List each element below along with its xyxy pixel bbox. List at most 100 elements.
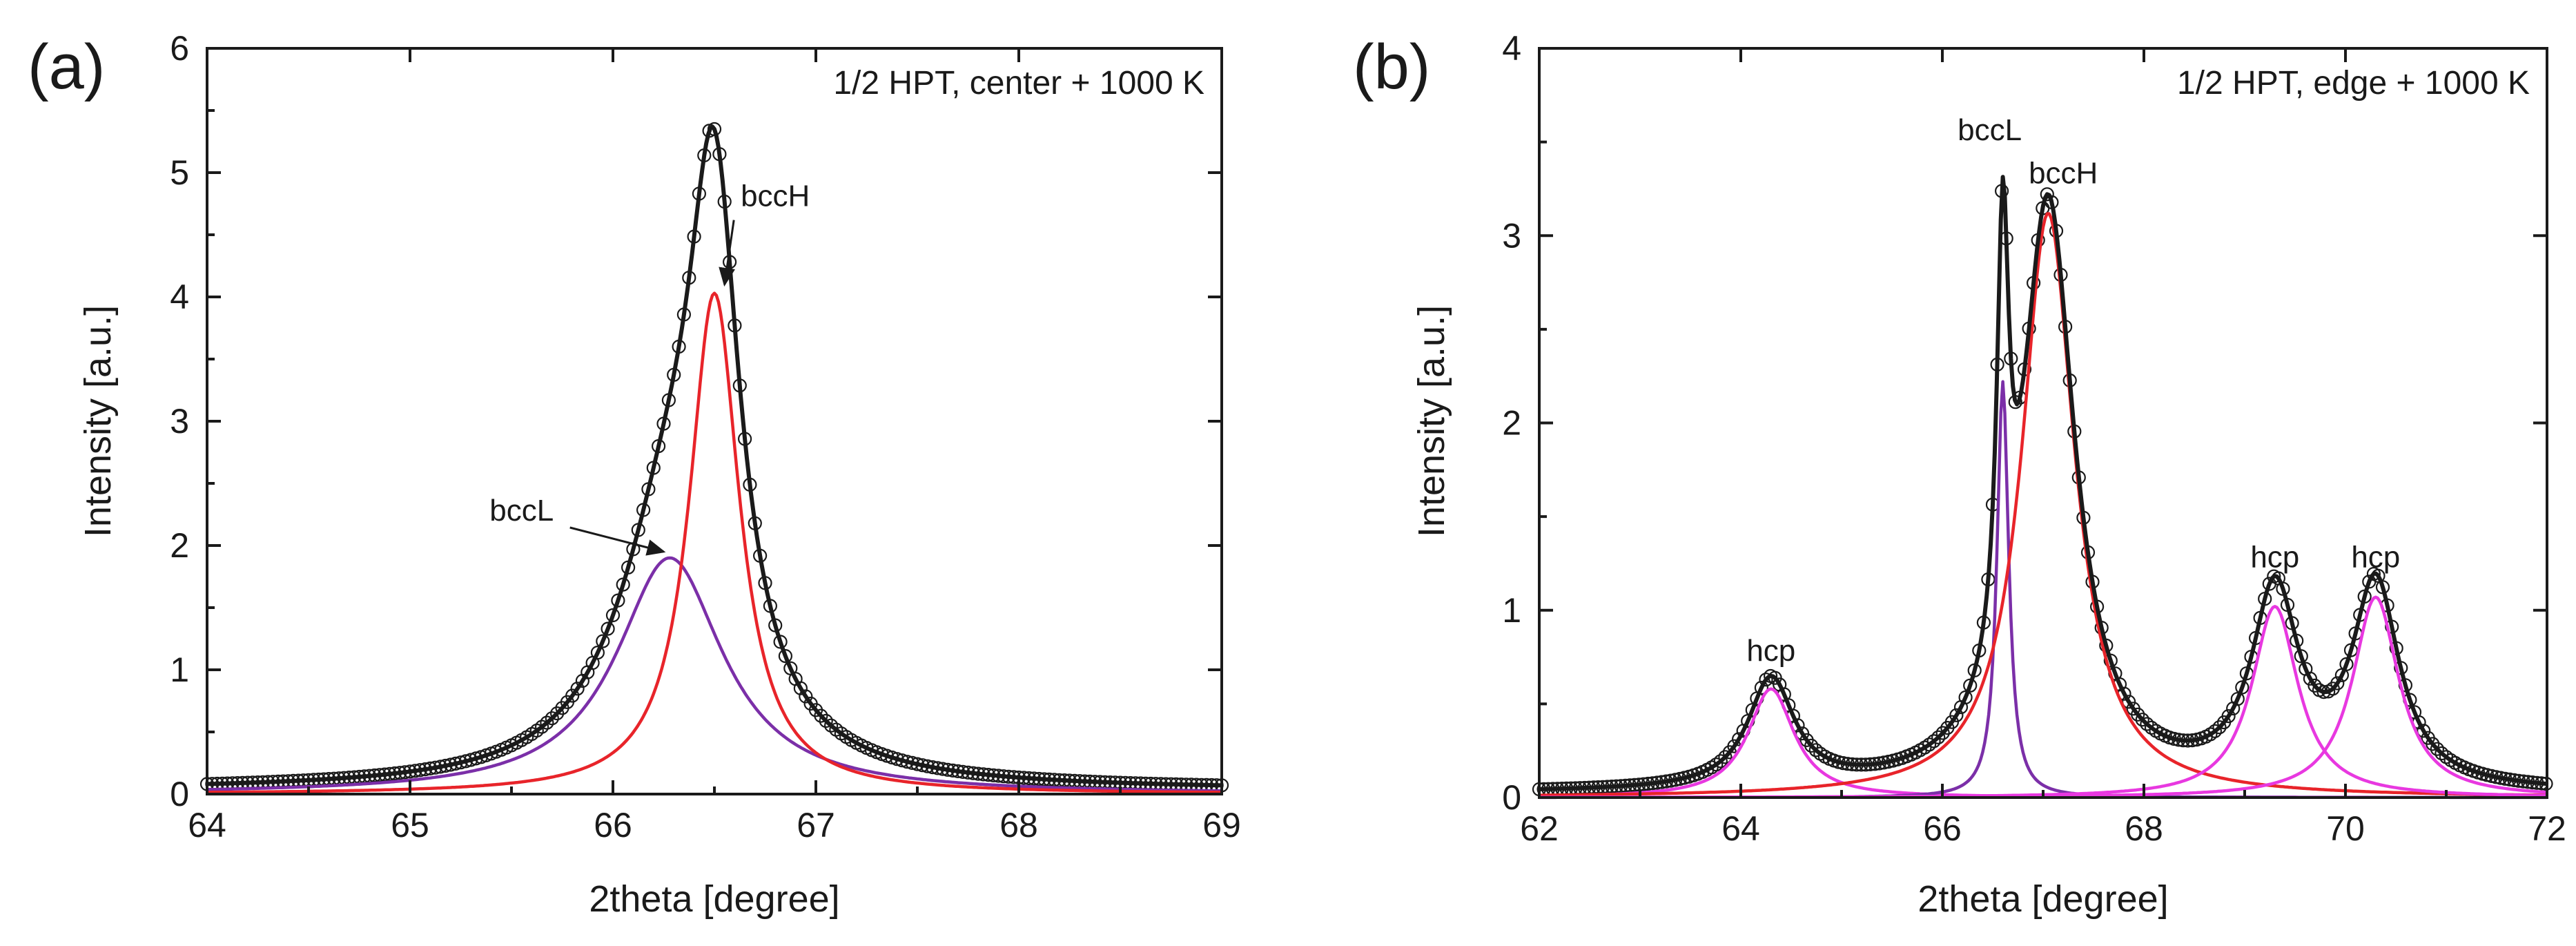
peak-label-bccl-b: bccL: [1958, 113, 2022, 147]
x-tick-label-a: 66: [594, 806, 632, 844]
series-line-bcch-a: [207, 291, 1222, 794]
y-tick-label-a: 3: [170, 402, 189, 441]
data-point: [2426, 737, 2440, 751]
y-axis-label-b: Intensity [a.u.]: [1411, 305, 1452, 537]
y-tick-label-a: 6: [170, 29, 189, 68]
data-point: [1804, 738, 1819, 753]
data-point: [2140, 717, 2154, 731]
data-point: [2131, 707, 2145, 722]
data-point: [534, 720, 549, 734]
x-tick-label-b: 72: [2528, 809, 2566, 848]
data-point: [1808, 743, 1823, 757]
data-point: [2330, 676, 2345, 691]
data-point: [819, 713, 833, 728]
x-tick-label-b: 66: [1923, 809, 1962, 848]
chart-annotation-b: 1/2 HPT, edge + 1000 K: [2177, 65, 2530, 102]
y-tick-label-a: 1: [170, 650, 189, 689]
x-tick-label-b: 70: [2326, 809, 2365, 848]
x-tick-label-b: 68: [2125, 809, 2163, 848]
data-point: [1922, 737, 1937, 752]
data-point: [2040, 187, 2054, 202]
data-point: [1709, 757, 1724, 772]
data-point: [1949, 708, 1964, 722]
x-axis-label-b: 2theta [degree]: [1918, 878, 2168, 920]
data-point: [823, 718, 839, 733]
data-point: [2221, 708, 2236, 724]
y-tick-label-a: 5: [170, 153, 189, 192]
x-tick-label-a: 68: [999, 806, 1038, 844]
data-point: [596, 634, 610, 648]
data-point: [778, 648, 793, 664]
x-tick-label-a: 69: [1202, 806, 1241, 844]
data-point: [814, 708, 828, 723]
plot-area-a: [199, 122, 1229, 794]
data-point: [2430, 742, 2444, 756]
x-tick-label-a: 67: [797, 806, 835, 844]
peak-label-hcp-b: hcp: [1746, 634, 1795, 668]
data-point: [545, 711, 559, 726]
plot-area-b: [1532, 175, 2553, 800]
peak-label-hcp-b: hcp: [2250, 540, 2299, 574]
peak-arrow-bcch-a: [719, 220, 736, 287]
x-tick-label-b: 62: [1520, 809, 1559, 848]
data-point: [2207, 724, 2222, 739]
panel-label-a: (a): [28, 32, 105, 102]
series-line-bccl-b: [1539, 380, 2547, 800]
x-tick-label-b: 64: [1721, 809, 1760, 848]
data-point: [1754, 680, 1768, 695]
series-measured-a: [199, 122, 1229, 793]
data-point: [565, 688, 580, 703]
data-point: [570, 682, 585, 696]
peak-label-bccl-a: bccL: [489, 494, 554, 528]
data-point: [1958, 690, 1973, 705]
y-tick-label-a: 4: [170, 278, 189, 316]
y-tick-label-a: 0: [170, 775, 189, 813]
data-point: [1935, 726, 1950, 740]
panel-label-b: (b): [1353, 32, 1430, 102]
series-line-hcp-69-3-b: [1539, 605, 2548, 799]
plot-frame-a: [206, 47, 1223, 795]
y-axis-label-a: Intensity [a.u.]: [77, 305, 119, 537]
data-point: [1944, 715, 1959, 729]
data-point: [799, 689, 813, 704]
data-point: [1931, 730, 1946, 744]
series-line-bcch-b: [1539, 212, 2548, 797]
y-tick-label-b: 2: [1502, 404, 1521, 443]
data-point: [1718, 750, 1733, 764]
y-tick-label-a: 2: [170, 526, 189, 565]
series-measured-b: [1532, 184, 2553, 797]
y-tick-label-b: 4: [1502, 29, 1521, 68]
peak-label-hcp-b: hcp: [2351, 540, 2400, 574]
data-point: [2303, 671, 2317, 686]
y-tick-label-b: 0: [1502, 778, 1521, 817]
series-line-total-fit-a: [206, 124, 1222, 788]
data-point: [2203, 727, 2218, 742]
data-point: [1926, 734, 1941, 749]
y-tick-label-b: 1: [1502, 591, 1521, 630]
data-point: [540, 715, 554, 730]
data-point: [2212, 720, 2227, 735]
series-line-hcp-70-3-b: [1539, 595, 2548, 799]
data-point: [2135, 713, 2149, 727]
x-tick-label-a: 64: [188, 806, 226, 844]
series-line-total-fit-b: [1539, 175, 2548, 791]
data-point: [601, 621, 615, 636]
data-point: [590, 645, 605, 660]
data-point: [2417, 724, 2431, 738]
data-point: [1759, 673, 1773, 687]
data-point: [2434, 746, 2449, 761]
peak-arrow-bccl-a: [569, 526, 666, 556]
chart-annotation-a: 1/2 HPT, center + 1000 K: [833, 65, 1204, 102]
data-point: [1713, 754, 1728, 769]
peak-label-bcch-a: bccH: [741, 180, 810, 213]
chart-panel-a: (a) 64 65 66 67 68 69 0 1 2 3 4 5 6 bccH bccL 1/2 HPT,…: [28, 29, 1241, 920]
axes-a: 64 65 66 67 68 69 0 1 2 3 4 5 6 bccH bccL: [170, 29, 1241, 844]
series-line-bccl-a: [206, 556, 1222, 793]
peak-label-bcch-b: bccH: [2029, 156, 2098, 190]
y-tick-label-b: 3: [1502, 216, 1521, 255]
x-tick-label-a: 65: [391, 806, 429, 844]
data-point: [793, 681, 808, 695]
